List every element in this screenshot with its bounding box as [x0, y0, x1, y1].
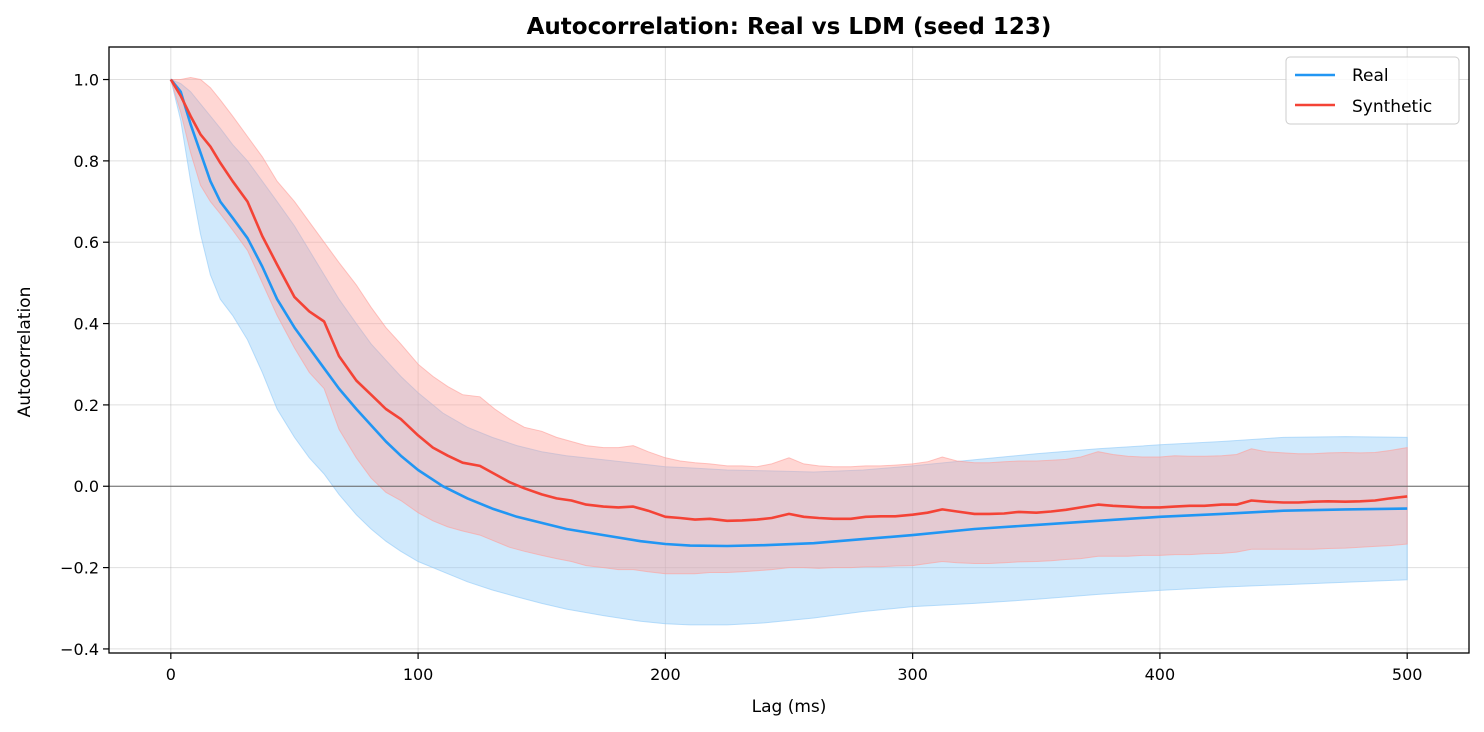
- band-synthetic: [170, 76, 1408, 575]
- grid: [109, 47, 1469, 653]
- y-tick-label: 1.0: [74, 71, 99, 90]
- axis-ticks: 0 100 200 300 400 500 −0.4 −0.2 0.0 0.2 0.4 0.6 0.8 1…: [60, 71, 1422, 684]
- y-tick-label: 0.4: [74, 315, 99, 334]
- y-tick-label: −0.2: [60, 559, 99, 578]
- legend-label-synthetic: Synthetic: [1352, 97, 1432, 117]
- y-axis-label: Autocorrelation: [15, 287, 35, 418]
- x-axis-label: Lag (ms): [752, 697, 827, 717]
- legend-label-real: Real: [1352, 66, 1389, 86]
- line-real: [169, 78, 1408, 548]
- x-tick-label: 500: [1392, 665, 1423, 684]
- legend: Real Synthetic: [1285, 56, 1460, 125]
- x-tick-label: 0: [166, 665, 176, 684]
- x-tick-label: 400: [1145, 665, 1176, 684]
- y-tick-label: 0.8: [74, 152, 99, 171]
- x-tick-label: 100: [403, 665, 434, 684]
- line-synthetic: [169, 78, 1408, 523]
- y-tick-label: 0.2: [74, 396, 99, 415]
- y-tick-label: 0.6: [74, 233, 99, 252]
- chart-title: Autocorrelation: Real vs LDM (seed 123): [527, 14, 1052, 40]
- y-tick-label: −0.4: [60, 640, 99, 659]
- plot-frame: [108, 46, 1470, 654]
- y-tick-label: 0.0: [74, 477, 99, 496]
- x-tick-label: 200: [650, 665, 681, 684]
- confidence-bands: [170, 76, 1408, 626]
- x-tick-label: 300: [897, 665, 928, 684]
- series-lines: [169, 78, 1408, 548]
